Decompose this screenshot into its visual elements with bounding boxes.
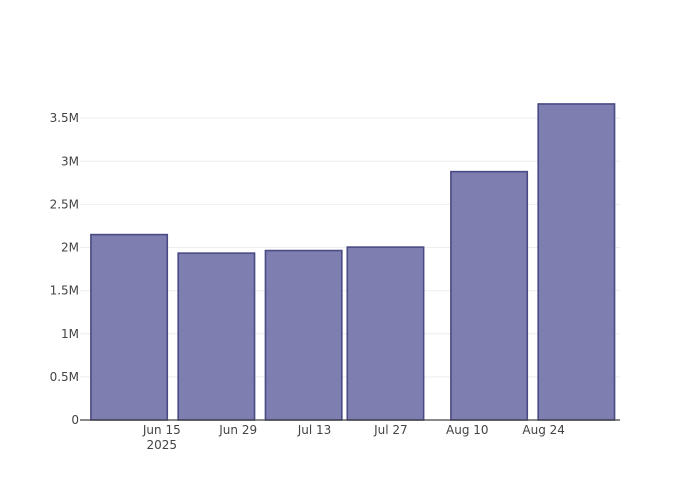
y-tick-label: 2M	[61, 241, 79, 255]
x-tick-year-label: 2025	[147, 438, 178, 452]
x-tick-label: Jun 29	[218, 423, 257, 437]
y-tick-label: 3.5M	[50, 111, 79, 125]
y-tick-label: 1.5M	[50, 284, 79, 298]
bars	[90, 103, 616, 421]
bar[interactable]	[264, 249, 343, 421]
bar[interactable]	[177, 252, 256, 421]
y-tick-label: 0.5M	[50, 370, 79, 384]
x-tick-label: Jun 15	[142, 423, 181, 437]
x-tick-label: Jul 13	[297, 423, 332, 437]
y-tick-label: 0	[71, 413, 79, 427]
x-tick-label: Aug 24	[522, 423, 565, 437]
y-tick-label: 2.5M	[50, 197, 79, 211]
y-tick-label: 1M	[61, 327, 79, 341]
x-tick-label: Jul 27	[373, 423, 408, 437]
y-tick-labels: 0 0.5M 1M 1.5M 2M 2.5M 3M 3.5M	[50, 111, 79, 427]
y-tick-label: 3M	[61, 154, 79, 168]
bar[interactable]	[537, 103, 616, 421]
bar[interactable]	[450, 170, 529, 421]
bar[interactable]	[346, 246, 425, 421]
bar[interactable]	[90, 233, 169, 421]
x-tick-label: Aug 10	[446, 423, 489, 437]
